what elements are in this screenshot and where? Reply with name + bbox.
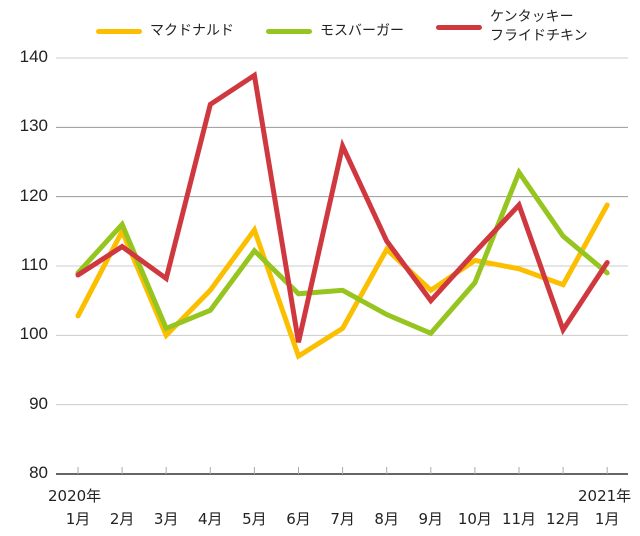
x-tick-label: 9月	[418, 510, 444, 528]
y-tick-label: 110	[20, 255, 48, 274]
x-tick-label: 1月	[65, 510, 91, 528]
chart-legend: マクドナルド モスバーガー ケンタッキー フライドチキン	[0, 0, 640, 56]
x-tick-label: 12月	[546, 510, 581, 528]
x-tick-label: 7月	[330, 510, 355, 528]
x-tick-label: 5月	[242, 510, 267, 528]
y-tick-label: 100	[19, 324, 48, 344]
year-label-start: 2020年	[48, 487, 102, 505]
x-tick-label: 11月	[501, 510, 537, 528]
x-tick-label: 1月	[594, 510, 620, 528]
x-tick-label: 4月	[198, 510, 223, 528]
series-line-0[interactable]	[75, 202, 610, 360]
legend-item-mos-burger[interactable]: モスバーガー	[266, 22, 404, 41]
y-tick-label: 130	[19, 116, 48, 136]
legend-label-mcdonalds: マクドナルド	[150, 23, 234, 39]
y-tick-label: 80	[29, 463, 48, 482]
x-tick-label: 10月	[457, 510, 492, 528]
legend-swatch-mcdonalds	[96, 29, 142, 34]
y-tick-label: 120	[19, 185, 48, 205]
x-tick-label: 2月	[109, 510, 135, 528]
legend-swatch-kfc	[436, 24, 482, 30]
data-series	[75, 71, 610, 360]
legend-item-kfc[interactable]: ケンタッキー フライドチキン	[436, 8, 588, 46]
series-line-1[interactable]	[75, 167, 610, 337]
legend-item-mcdonalds[interactable]: マクドナルド	[96, 22, 234, 41]
grid-lines	[56, 57, 628, 406]
legend-swatch-mos-burger	[266, 29, 312, 34]
legend-label-kfc: ケンタッキー フライドチキン	[490, 9, 588, 44]
x-axis	[56, 467, 628, 475]
x-tick-label: 6月	[286, 510, 311, 528]
year-label-end: 2021年	[578, 487, 632, 505]
series-line-2[interactable]	[75, 71, 610, 343]
x-tick-label: 3月	[153, 510, 179, 528]
x-tick-label: 8月	[374, 510, 399, 528]
y-tick-label: 140	[19, 47, 48, 66]
legend-label-mos-burger: モスバーガー	[320, 23, 404, 39]
y-tick-label: 90	[29, 393, 48, 413]
